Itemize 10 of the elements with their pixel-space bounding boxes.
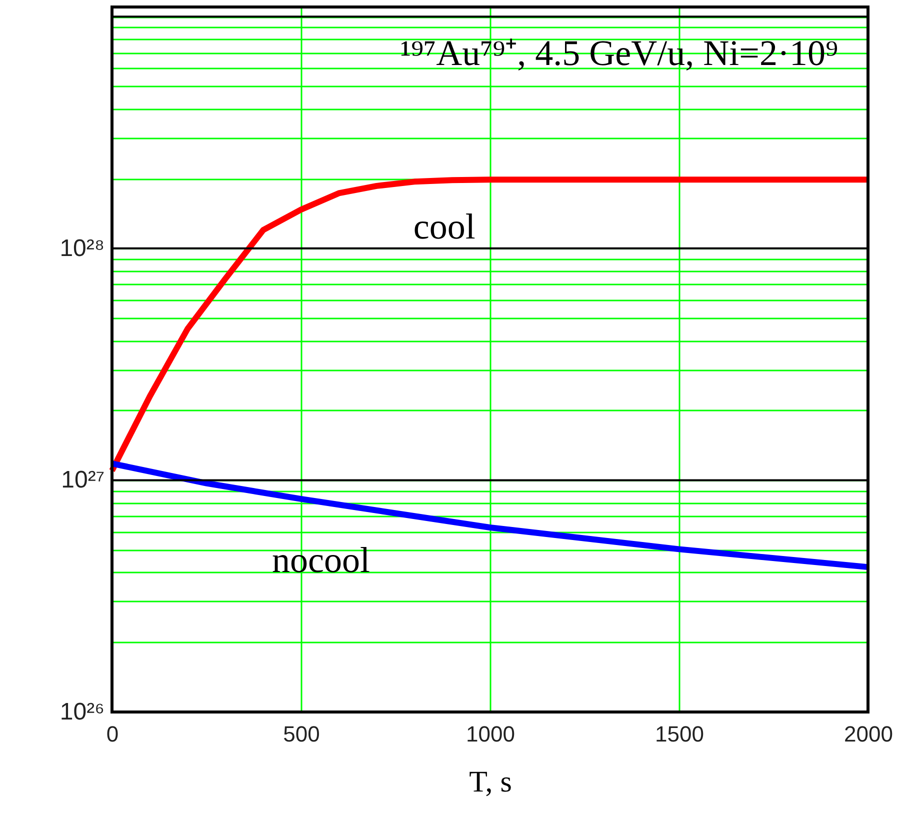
x-tick-label: 0 — [106, 722, 119, 746]
y-tick-label: 10²⁸ — [60, 234, 104, 262]
y-tick-label: 10²⁶ — [60, 698, 104, 726]
x-tick-label: 1000 — [466, 722, 515, 746]
x-tick-label: 2000 — [844, 722, 893, 746]
y-tick-label: 10²⁷ — [61, 466, 104, 494]
x-axis-title: T, s — [469, 766, 512, 798]
series-label: cool — [413, 206, 476, 247]
x-tick-label: 1500 — [655, 722, 704, 746]
x-tick-label: 500 — [283, 722, 320, 746]
